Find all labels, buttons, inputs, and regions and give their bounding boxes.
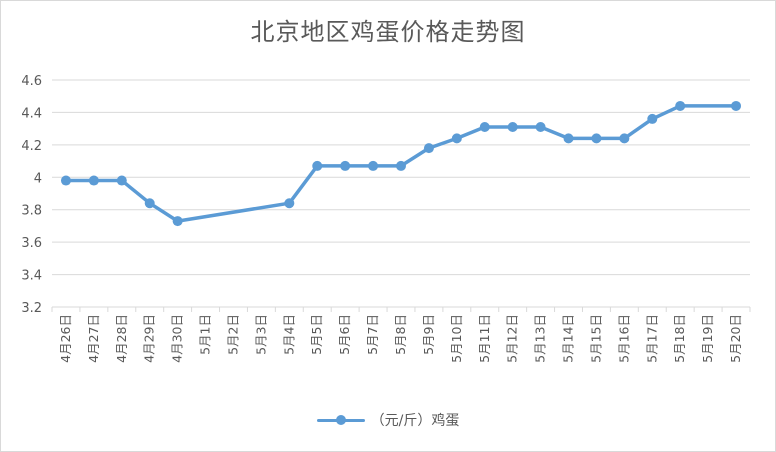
y-tick-label: 4.4 <box>21 106 42 121</box>
data-point <box>507 122 518 133</box>
data-point <box>675 100 686 111</box>
y-tick-label: 4.2 <box>21 139 42 154</box>
x-tick-label: 4月30日 <box>170 314 185 363</box>
data-point <box>60 175 71 186</box>
data-point <box>619 133 630 144</box>
x-tick-label: 5月9日 <box>421 314 436 355</box>
x-tick-label: 5月8日 <box>393 314 408 355</box>
x-tick-label: 5月2日 <box>225 314 240 355</box>
y-tick-label: 3.8 <box>21 204 42 219</box>
data-point <box>591 133 602 144</box>
data-point <box>423 143 434 154</box>
data-point <box>340 160 351 171</box>
x-tick-label: 5月20日 <box>728 314 743 363</box>
x-tick-label: 5月7日 <box>365 314 380 355</box>
x-tick-label: 5月16日 <box>616 314 631 363</box>
series-egg-price <box>60 100 742 227</box>
data-point <box>88 175 99 186</box>
x-tick-label: 5月12日 <box>505 314 520 363</box>
data-point <box>396 160 406 171</box>
data-point <box>284 198 295 209</box>
data-point <box>563 133 574 144</box>
x-axis: 4月26日 4月27日 4月28日 4月29日 4月30日 5月1日 5月2日 5月3日 5月4… <box>51 307 751 363</box>
data-point <box>144 198 155 209</box>
x-tick-label: 5月19日 <box>700 314 715 363</box>
data-point <box>116 175 127 186</box>
y-tick-label: 3.6 <box>21 236 42 251</box>
x-tick-label: 5月13日 <box>533 314 548 363</box>
x-tick-label: 5月11日 <box>477 314 492 363</box>
legend-label: （元/斤）鸡蛋 <box>370 413 460 429</box>
chart-title: 北京地区鸡蛋价格走势图 <box>250 18 526 46</box>
y-tick-label: 3.2 <box>21 301 42 316</box>
data-point <box>731 100 742 111</box>
x-tick-label: 5月1日 <box>198 314 213 355</box>
gridlines <box>52 79 750 308</box>
x-tick-label: 5月4日 <box>281 314 296 355</box>
data-point <box>368 160 379 171</box>
y-axis: 3.2 3.4 3.6 3.8 4 4.2 4.4 4.6 <box>21 74 42 316</box>
data-point <box>535 122 546 133</box>
data-point <box>172 216 183 227</box>
x-tick-label: 5月6日 <box>337 314 352 355</box>
data-point <box>312 160 323 171</box>
data-point <box>451 133 462 144</box>
x-tick-label: 4月26日 <box>58 314 73 363</box>
x-tick-label: 5月10日 <box>449 314 464 363</box>
data-point <box>647 113 658 124</box>
x-tick-label: 5月15日 <box>588 314 603 363</box>
y-tick-label: 4.6 <box>21 74 42 89</box>
x-tick-label: 5月14日 <box>561 314 576 363</box>
x-tick-label: 5月3日 <box>253 314 268 355</box>
x-tick-label: 4月28日 <box>114 314 129 363</box>
legend: （元/斤）鸡蛋 <box>0 410 776 430</box>
data-point <box>479 122 490 133</box>
x-tick-label: 5月17日 <box>644 314 659 363</box>
y-tick-label: 4 <box>34 171 42 186</box>
x-tick-label: 5月18日 <box>672 314 687 363</box>
x-tick-label: 5月5日 <box>309 314 324 355</box>
legend-marker-icon <box>316 413 365 427</box>
x-tick-label: 4月27日 <box>86 314 101 363</box>
x-tick-label: 4月29日 <box>142 314 157 363</box>
y-tick-label: 3.4 <box>21 269 42 284</box>
